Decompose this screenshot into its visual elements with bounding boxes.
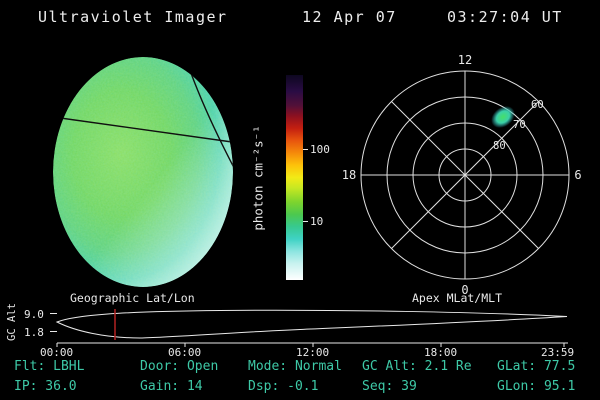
disk-gridline-parallel xyxy=(53,115,233,143)
ring-label-60: 60 xyxy=(531,99,544,111)
status-gc-alt: GC Alt: 2.1 Re xyxy=(362,359,472,374)
polar-caption: Apex MLat/MLT xyxy=(412,291,503,305)
aurora-patch xyxy=(491,106,515,128)
polar-hour-label-6: 6 xyxy=(574,168,581,182)
time-axis xyxy=(56,342,568,347)
time-tick-label: 00:00 xyxy=(40,346,74,359)
status-glat: GLat: 77.5 xyxy=(497,359,576,374)
time-tick-label: 06:00 xyxy=(168,346,202,359)
uv-disk-image xyxy=(53,57,233,287)
status-glon: GLon: 95.1 xyxy=(497,379,576,394)
colorbar-ticklabel-100: 100 xyxy=(310,143,330,156)
status-door: Door: Open xyxy=(140,359,219,374)
app-title: Ultraviolet Imager xyxy=(38,8,228,26)
ring-label-80: 80 xyxy=(493,140,506,152)
polar-plot: 12 18 6 0 60 70 80 xyxy=(342,53,582,297)
status-seq: Seq: 39 xyxy=(362,379,417,394)
status-mode: Mode: Normal xyxy=(248,359,342,374)
polar-hour-label-12: 12 xyxy=(458,53,472,67)
ring-label-70: 70 xyxy=(513,119,526,131)
time-label: 03:27:04 UT xyxy=(447,8,563,26)
disk-caption: Geographic Lat/Lon xyxy=(70,291,195,305)
polar-hour-label-18: 18 xyxy=(342,168,356,182)
time-tick-label: 23:59 xyxy=(541,346,575,359)
colorbar-tick-10 xyxy=(303,221,308,222)
disk-dayside-fade xyxy=(53,57,233,287)
polar-hour-label-0: 0 xyxy=(461,283,468,297)
colorbar-label: photon cm⁻²s⁻¹ xyxy=(250,125,266,231)
colorbar-ticklabel-10: 10 xyxy=(310,215,324,228)
time-tick-label: 12:00 xyxy=(296,346,330,359)
status-dsp: Dsp: -0.1 xyxy=(248,379,319,394)
colorbar-tick-100 xyxy=(303,149,308,150)
altitude-ytick-min: 1.8 xyxy=(24,326,44,339)
status-gain: Gain: 14 xyxy=(140,379,203,394)
date-label: 12 Apr 07 xyxy=(302,8,397,26)
status-ip: IP: 36.0 xyxy=(14,379,77,394)
altitude-ytick-max: 9.0 xyxy=(24,308,44,321)
altitude-plot xyxy=(50,309,568,347)
polar-grid xyxy=(360,70,570,280)
time-tick-label: 18:00 xyxy=(424,346,458,359)
status-flt: Flt: LBHL xyxy=(14,359,85,374)
colorbar xyxy=(286,75,303,280)
altitude-envelope-curve xyxy=(55,309,568,339)
